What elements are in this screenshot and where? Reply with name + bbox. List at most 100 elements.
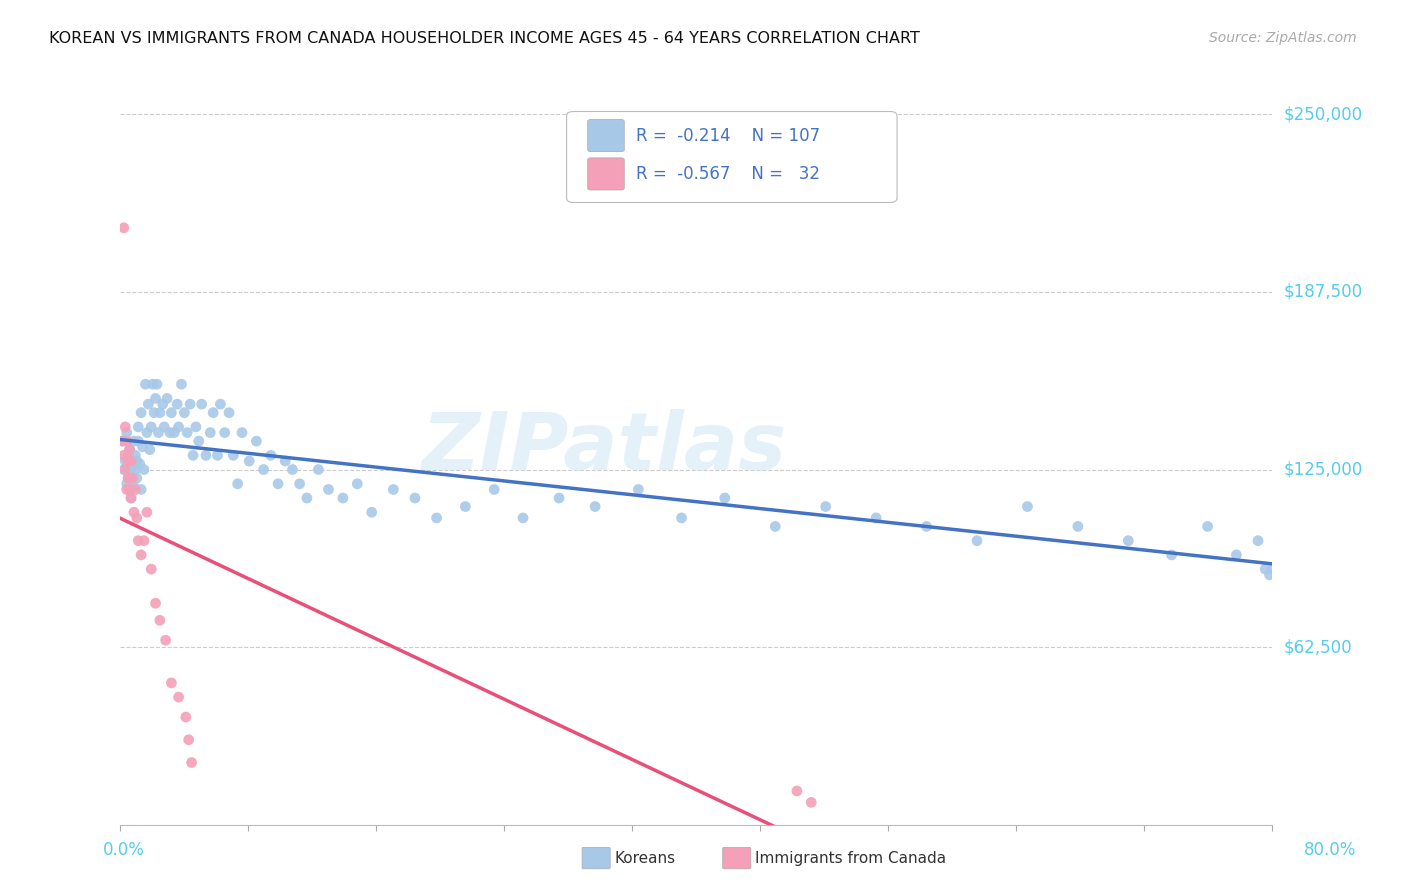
Point (149, 406, 172, 420)
Point (173, 406, 195, 420)
Point (139, 442, 162, 457)
Point (148, 425, 170, 440)
Point (966, 533, 988, 548)
Point (160, 406, 183, 420)
Point (814, 500, 837, 514)
Point (120, 462, 142, 476)
Point (115, 483, 138, 497)
Point (149, 613, 172, 627)
Point (454, 500, 477, 514)
Point (238, 454, 260, 468)
Point (117, 454, 139, 468)
Text: $62,500: $62,500 (1284, 639, 1353, 657)
Point (512, 511, 534, 525)
Point (184, 420, 207, 434)
Point (1017, 500, 1039, 514)
Point (295, 491, 318, 505)
Point (786, 784, 808, 798)
Point (111, 434, 134, 449)
Point (179, 397, 201, 411)
Point (112, 462, 135, 476)
Text: ZIPatlas: ZIPatlas (422, 409, 786, 487)
Point (120, 491, 142, 505)
Text: 80.0%: 80.0% (1303, 840, 1357, 858)
Point (222, 448, 245, 462)
Point (114, 420, 136, 434)
Point (209, 397, 232, 411)
Point (115, 434, 138, 449)
Point (125, 454, 148, 468)
Point (174, 710, 197, 724)
Point (141, 562, 163, 576)
Point (155, 633, 177, 648)
Point (1247, 533, 1270, 548)
Point (1258, 567, 1281, 582)
Point (141, 420, 163, 434)
Text: $187,500: $187,500 (1284, 283, 1362, 301)
Point (129, 548, 152, 562)
Point (121, 471, 143, 485)
Point (425, 511, 447, 525)
Point (274, 454, 297, 468)
Point (176, 425, 198, 440)
Point (177, 732, 200, 747)
Point (181, 448, 204, 462)
Text: $125,000: $125,000 (1284, 460, 1362, 479)
Point (128, 457, 150, 471)
Point (112, 220, 135, 235)
Point (714, 491, 737, 505)
Point (627, 483, 650, 497)
Point (118, 483, 141, 497)
Point (127, 420, 149, 434)
Point (218, 406, 240, 420)
Point (120, 491, 142, 505)
Point (1160, 548, 1182, 562)
Point (202, 406, 225, 420)
Point (484, 483, 506, 497)
Point (120, 454, 142, 468)
Point (226, 476, 249, 491)
Point (134, 377, 156, 392)
Point (1197, 519, 1219, 533)
Point (207, 448, 229, 462)
Point (114, 454, 136, 468)
Point (132, 533, 155, 548)
Point (146, 377, 169, 392)
Point (187, 434, 209, 449)
Point (763, 519, 786, 533)
Text: R =  -0.567    N =   32: R = -0.567 N = 32 (636, 165, 820, 183)
Point (122, 480, 145, 494)
Point (160, 676, 183, 690)
Point (124, 462, 146, 476)
Point (800, 795, 823, 809)
Point (260, 448, 283, 462)
Point (404, 491, 426, 505)
Text: R =  -0.214    N = 107: R = -0.214 N = 107 (636, 127, 820, 145)
Point (115, 476, 138, 491)
Point (127, 434, 149, 449)
Point (671, 511, 693, 525)
Point (167, 690, 190, 705)
Point (118, 483, 141, 497)
Point (117, 471, 139, 485)
Point (129, 483, 152, 497)
Point (118, 442, 141, 457)
Point (152, 397, 174, 411)
Point (332, 491, 354, 505)
Point (583, 500, 606, 514)
Point (194, 448, 218, 462)
Point (288, 476, 311, 491)
Text: Source: ZipAtlas.com: Source: ZipAtlas.com (1209, 31, 1357, 45)
Point (124, 448, 146, 462)
Point (115, 425, 138, 440)
Point (127, 533, 149, 548)
Point (121, 454, 143, 468)
Point (245, 434, 267, 449)
Point (167, 420, 190, 434)
Point (159, 425, 181, 440)
Point (114, 462, 136, 476)
Point (382, 483, 405, 497)
Point (214, 425, 236, 440)
Point (129, 406, 152, 420)
Point (200, 425, 222, 440)
